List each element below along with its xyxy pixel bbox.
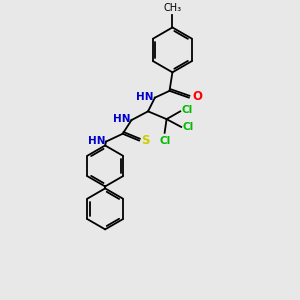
Text: CH₃: CH₃ (164, 3, 181, 13)
Text: HN: HN (113, 114, 130, 124)
Text: Cl: Cl (182, 122, 194, 132)
Text: HN: HN (136, 92, 154, 102)
Text: O: O (192, 90, 202, 103)
Text: Cl: Cl (159, 136, 170, 146)
Text: HN: HN (88, 136, 105, 146)
Text: Cl: Cl (181, 105, 193, 116)
Text: S: S (141, 134, 150, 147)
